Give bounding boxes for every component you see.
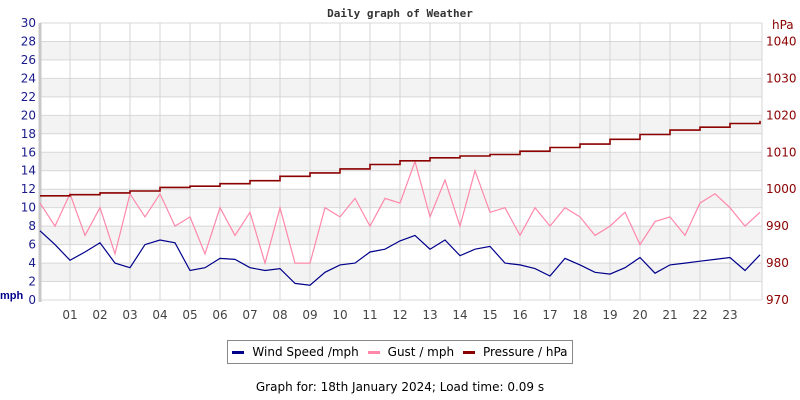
- left-tick-label: 4: [28, 256, 36, 270]
- legend-item-wind: Wind Speed /mph: [232, 345, 359, 359]
- left-tick-label: 26: [21, 53, 36, 67]
- legend-item-gust: Gust / mph: [367, 345, 455, 359]
- wind-speed-line: [39, 230, 761, 286]
- right-axis-label: hPa: [772, 18, 794, 32]
- x-tick-label: 09: [302, 308, 317, 322]
- legend: Wind Speed /mph Gust / mph Pressure / hP…: [227, 340, 573, 364]
- x-tick-label: 04: [152, 308, 167, 322]
- x-tick-label: 15: [482, 308, 497, 322]
- left-tick-label: 6: [28, 238, 36, 252]
- x-tick-label: 18: [572, 308, 587, 322]
- right-tick-label: 1010: [766, 145, 797, 159]
- left-tick-label: 8: [28, 219, 36, 233]
- x-tick-label: 02: [92, 308, 107, 322]
- legend-label-pressure: Pressure / hPa: [482, 345, 568, 359]
- right-tick-label: 1030: [766, 71, 797, 85]
- x-tick-label: 13: [422, 308, 437, 322]
- left-tick-label: 16: [21, 145, 36, 159]
- grid-band: [40, 115, 762, 134]
- right-tick-label: 1020: [766, 108, 797, 122]
- right-tick-label: 1000: [766, 182, 797, 196]
- left-tick-label: 28: [21, 34, 36, 48]
- x-tick-label: 22: [692, 308, 707, 322]
- left-tick-label: 2: [28, 275, 36, 289]
- x-tick-label: 07: [242, 308, 257, 322]
- left-tick-label: 14: [21, 164, 36, 178]
- footer-status: Graph for: 18th January 2024; Load time:…: [255, 380, 545, 394]
- pressure-swatch: [462, 350, 475, 354]
- right-tick-label: 990: [766, 219, 789, 233]
- left-tick-label: 20: [21, 108, 36, 122]
- x-tick-label: 23: [722, 308, 737, 322]
- legend-item-pressure: Pressure / hPa: [462, 345, 568, 359]
- left-tick-label: 24: [21, 71, 36, 85]
- grid-band: [40, 78, 762, 97]
- right-tick-label: 970: [766, 293, 789, 307]
- x-tick-label: 06: [212, 308, 227, 322]
- x-tick-label: 08: [272, 308, 287, 322]
- x-tick-label: 17: [542, 308, 557, 322]
- x-tick-label: 01: [62, 308, 77, 322]
- right-tick-label: 1040: [766, 34, 797, 48]
- x-tick-label: 19: [602, 308, 617, 322]
- x-tick-label: 21: [662, 308, 677, 322]
- weather-chart: Daily graph of Weather 01 02 03 04 05 06 07 08 0…: [0, 7, 797, 322]
- x-tick-label: 12: [392, 308, 407, 322]
- grid-band: [40, 189, 762, 208]
- pressure-line: [40, 120, 761, 197]
- left-tick-label: 12: [21, 182, 36, 196]
- x-tick-label: 03: [122, 308, 137, 322]
- left-tick-label: 0: [28, 293, 36, 307]
- x-tick-label: 14: [452, 308, 467, 322]
- left-tick-label: 18: [21, 127, 36, 141]
- legend-label-wind: Wind Speed /mph: [252, 345, 359, 359]
- left-tick-label: 30: [21, 16, 36, 30]
- x-tick-label: 11: [362, 308, 377, 322]
- legend-label-gust: Gust / mph: [387, 345, 455, 359]
- left-tick-label: 10: [21, 201, 36, 215]
- grid-band: [40, 41, 762, 60]
- x-tick-label: 20: [632, 308, 647, 322]
- wind-swatch: [232, 350, 245, 354]
- right-tick-label: 980: [766, 256, 789, 270]
- gust-swatch: [367, 350, 380, 354]
- gust-line: [39, 159, 761, 266]
- x-tick-label: 10: [332, 308, 347, 322]
- left-tick-label: 22: [21, 90, 36, 104]
- x-tick-label: 16: [512, 308, 527, 322]
- left-axis-label: mph: [0, 290, 24, 302]
- grid-band: [40, 226, 762, 245]
- chart-title: Daily graph of Weather: [327, 7, 473, 20]
- x-tick-label: 05: [182, 308, 197, 322]
